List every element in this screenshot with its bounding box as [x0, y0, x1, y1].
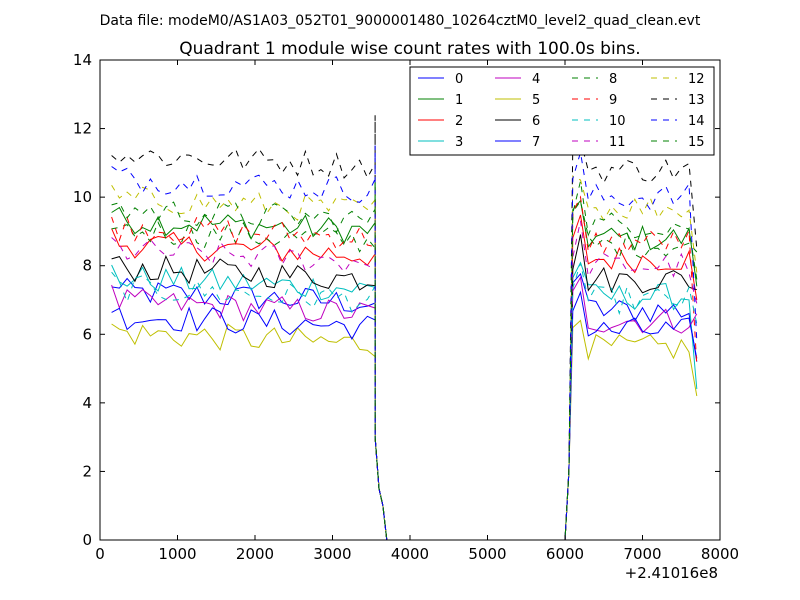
- y-tick-label: 10: [73, 188, 92, 206]
- series-line-14: [111, 145, 698, 541]
- x-tick-label: 6000: [546, 545, 584, 563]
- series-line-0: [111, 248, 698, 541]
- legend-label-3: 3: [455, 135, 463, 150]
- legend-label-11: 11: [609, 135, 626, 150]
- series-line-9: [111, 191, 698, 541]
- x-tick-label: 1000: [158, 545, 196, 563]
- chart-suptitle: Data file: modeM0/AS1A03_052T01_90000014…: [100, 13, 701, 29]
- x-tick-label: 2000: [236, 545, 274, 563]
- legend-label-15: 15: [688, 135, 705, 150]
- legend-label-10: 10: [609, 114, 626, 129]
- series-line-15: [111, 180, 698, 541]
- series-line-5: [111, 306, 698, 541]
- series-line-11: [111, 216, 698, 541]
- ticks-layer: 0 1000 2000 3000 4000 5000 6000 7000 80000246810…: [73, 51, 739, 563]
- legend-label-13: 13: [688, 93, 705, 108]
- legend-label-4: 4: [532, 72, 540, 87]
- series-line-10: [111, 246, 698, 541]
- legend-label-14: 14: [688, 114, 705, 129]
- legend-label-7: 7: [532, 135, 540, 150]
- legend-label-9: 9: [609, 93, 617, 108]
- chart-title: Quadrant 1 module wise count rates with …: [179, 39, 640, 59]
- series-line-4: [111, 264, 698, 541]
- legend-frame: [409, 66, 715, 156]
- legend-label-2: 2: [455, 114, 463, 129]
- y-tick-label: 12: [73, 120, 92, 138]
- series-line-2: [111, 200, 698, 541]
- y-tick-label: 14: [73, 51, 92, 69]
- legend-label-12: 12: [688, 72, 705, 87]
- y-tick-label: 2: [82, 462, 92, 480]
- x-tick-label: 7000: [623, 545, 661, 563]
- legend-label-5: 5: [532, 93, 540, 108]
- series-line-7: [111, 274, 698, 541]
- y-tick-label: 8: [82, 257, 92, 275]
- legend-label-0: 0: [455, 72, 463, 87]
- y-tick-label: 0: [82, 531, 92, 549]
- series-layer: [111, 115, 698, 541]
- x-offset-label: +2.41016e8: [625, 564, 718, 582]
- series-line-13: [111, 115, 698, 541]
- legend-label-6: 6: [532, 114, 540, 129]
- y-tick-label: 4: [82, 394, 92, 412]
- y-tick-label: 6: [82, 325, 92, 343]
- series-line-12: [111, 161, 698, 541]
- x-tick-label: 0: [95, 545, 105, 563]
- x-tick-label: 4000: [391, 545, 429, 563]
- series-line-3: [111, 247, 698, 541]
- legend-label-1: 1: [455, 93, 463, 108]
- x-tick-label: 3000: [313, 545, 351, 563]
- x-tick-label: 5000: [468, 545, 506, 563]
- legend-label-8: 8: [609, 72, 617, 87]
- series-line-1: [111, 182, 698, 541]
- x-tick-label: 8000: [701, 545, 739, 563]
- series-line-6: [111, 234, 697, 541]
